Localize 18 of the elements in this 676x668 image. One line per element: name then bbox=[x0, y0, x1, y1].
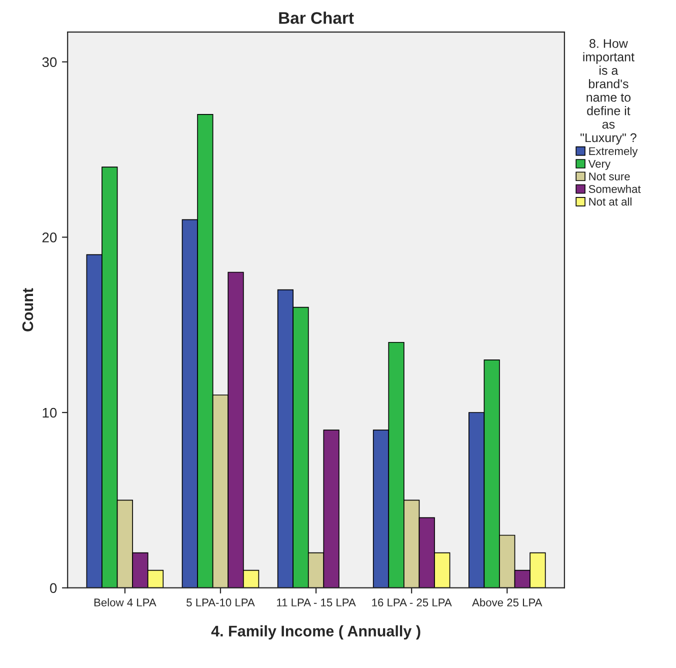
x-tick-label: 11 LPA - 15 LPA bbox=[277, 598, 356, 606]
y-axis-title: Count bbox=[22, 288, 34, 332]
y-tick-label: 0 bbox=[50, 583, 57, 594]
legend-label: Not at all bbox=[589, 197, 632, 206]
x-tick-label: 5 LPA-10 LPA bbox=[186, 598, 255, 606]
y-tick-label: 10 bbox=[42, 408, 57, 418]
y-tick-label: 20 bbox=[42, 232, 57, 242]
legend-label: Not sure bbox=[589, 172, 630, 180]
legend-label: Extremely bbox=[589, 146, 638, 158]
x-tick-label: 16 LPA - 25 LPA bbox=[372, 598, 452, 606]
x-tick-label: Below 4 LPA bbox=[94, 598, 156, 606]
legend-label: Very bbox=[588, 160, 611, 170]
legend-label: Somewhat bbox=[588, 184, 641, 193]
x-tick-label: Above 25 LPA bbox=[472, 598, 542, 606]
chart-title: Bar Chart bbox=[279, 12, 354, 24]
y-tick-label: 30 bbox=[42, 57, 57, 68]
x-axis-title: 4. Family Income ( Annually ) bbox=[211, 625, 420, 640]
legend-title: 8. How important is a brand's name to define it as "Luxury" ? bbox=[580, 39, 636, 145]
